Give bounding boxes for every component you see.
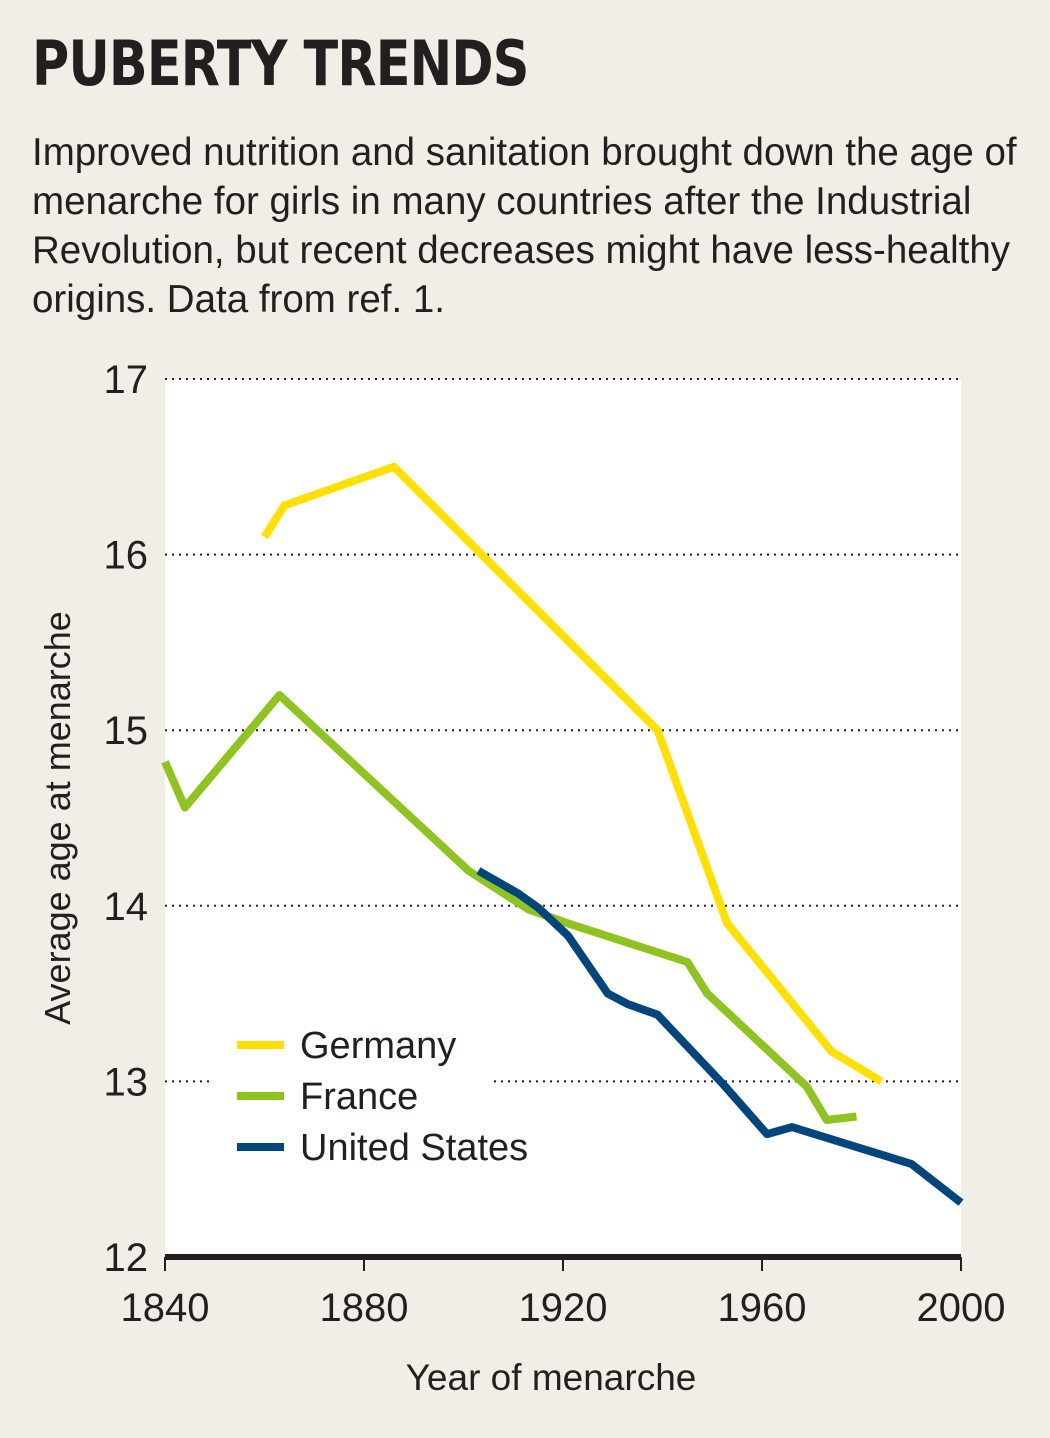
y-tick-label: 14 (104, 885, 149, 929)
chart-subtitle: Improved nutrition and sanitation brough… (32, 131, 1017, 321)
x-tick-label: 2000 (917, 1286, 1006, 1330)
series-lines (161, 462, 964, 1206)
x-tick-label: 1880 (320, 1286, 409, 1330)
legend-label: United States (300, 1127, 528, 1169)
series-line-germany (261, 462, 884, 1085)
series-line-france (161, 691, 857, 1124)
x-tick-label: 1920 (519, 1286, 608, 1330)
series-line-united-states (476, 867, 964, 1206)
chart-title: PUBERTY TRENDS (32, 27, 529, 100)
y-tick-label: 17 (104, 358, 149, 402)
x-tick-label: 1840 (121, 1286, 210, 1330)
y-axis-label: Average age at menarche (37, 611, 78, 1025)
y-tick-label: 16 (104, 534, 149, 578)
x-axis-label: Year of menarche (406, 1357, 697, 1398)
legend-label: France (300, 1076, 418, 1118)
legend-label: Germany (300, 1025, 456, 1067)
x-tick-label: 1960 (718, 1286, 807, 1330)
legend-background (212, 1040, 492, 1130)
y-tick-label: 12 (104, 1236, 149, 1280)
legend: Germany France United States (212, 1025, 528, 1169)
y-tick-label: 15 (104, 709, 149, 753)
y-tick-label: 13 (104, 1060, 149, 1104)
axis-ticks: 12 13 14 15 16 17 1840 1880 1920 1960 2000 (104, 358, 1006, 1330)
